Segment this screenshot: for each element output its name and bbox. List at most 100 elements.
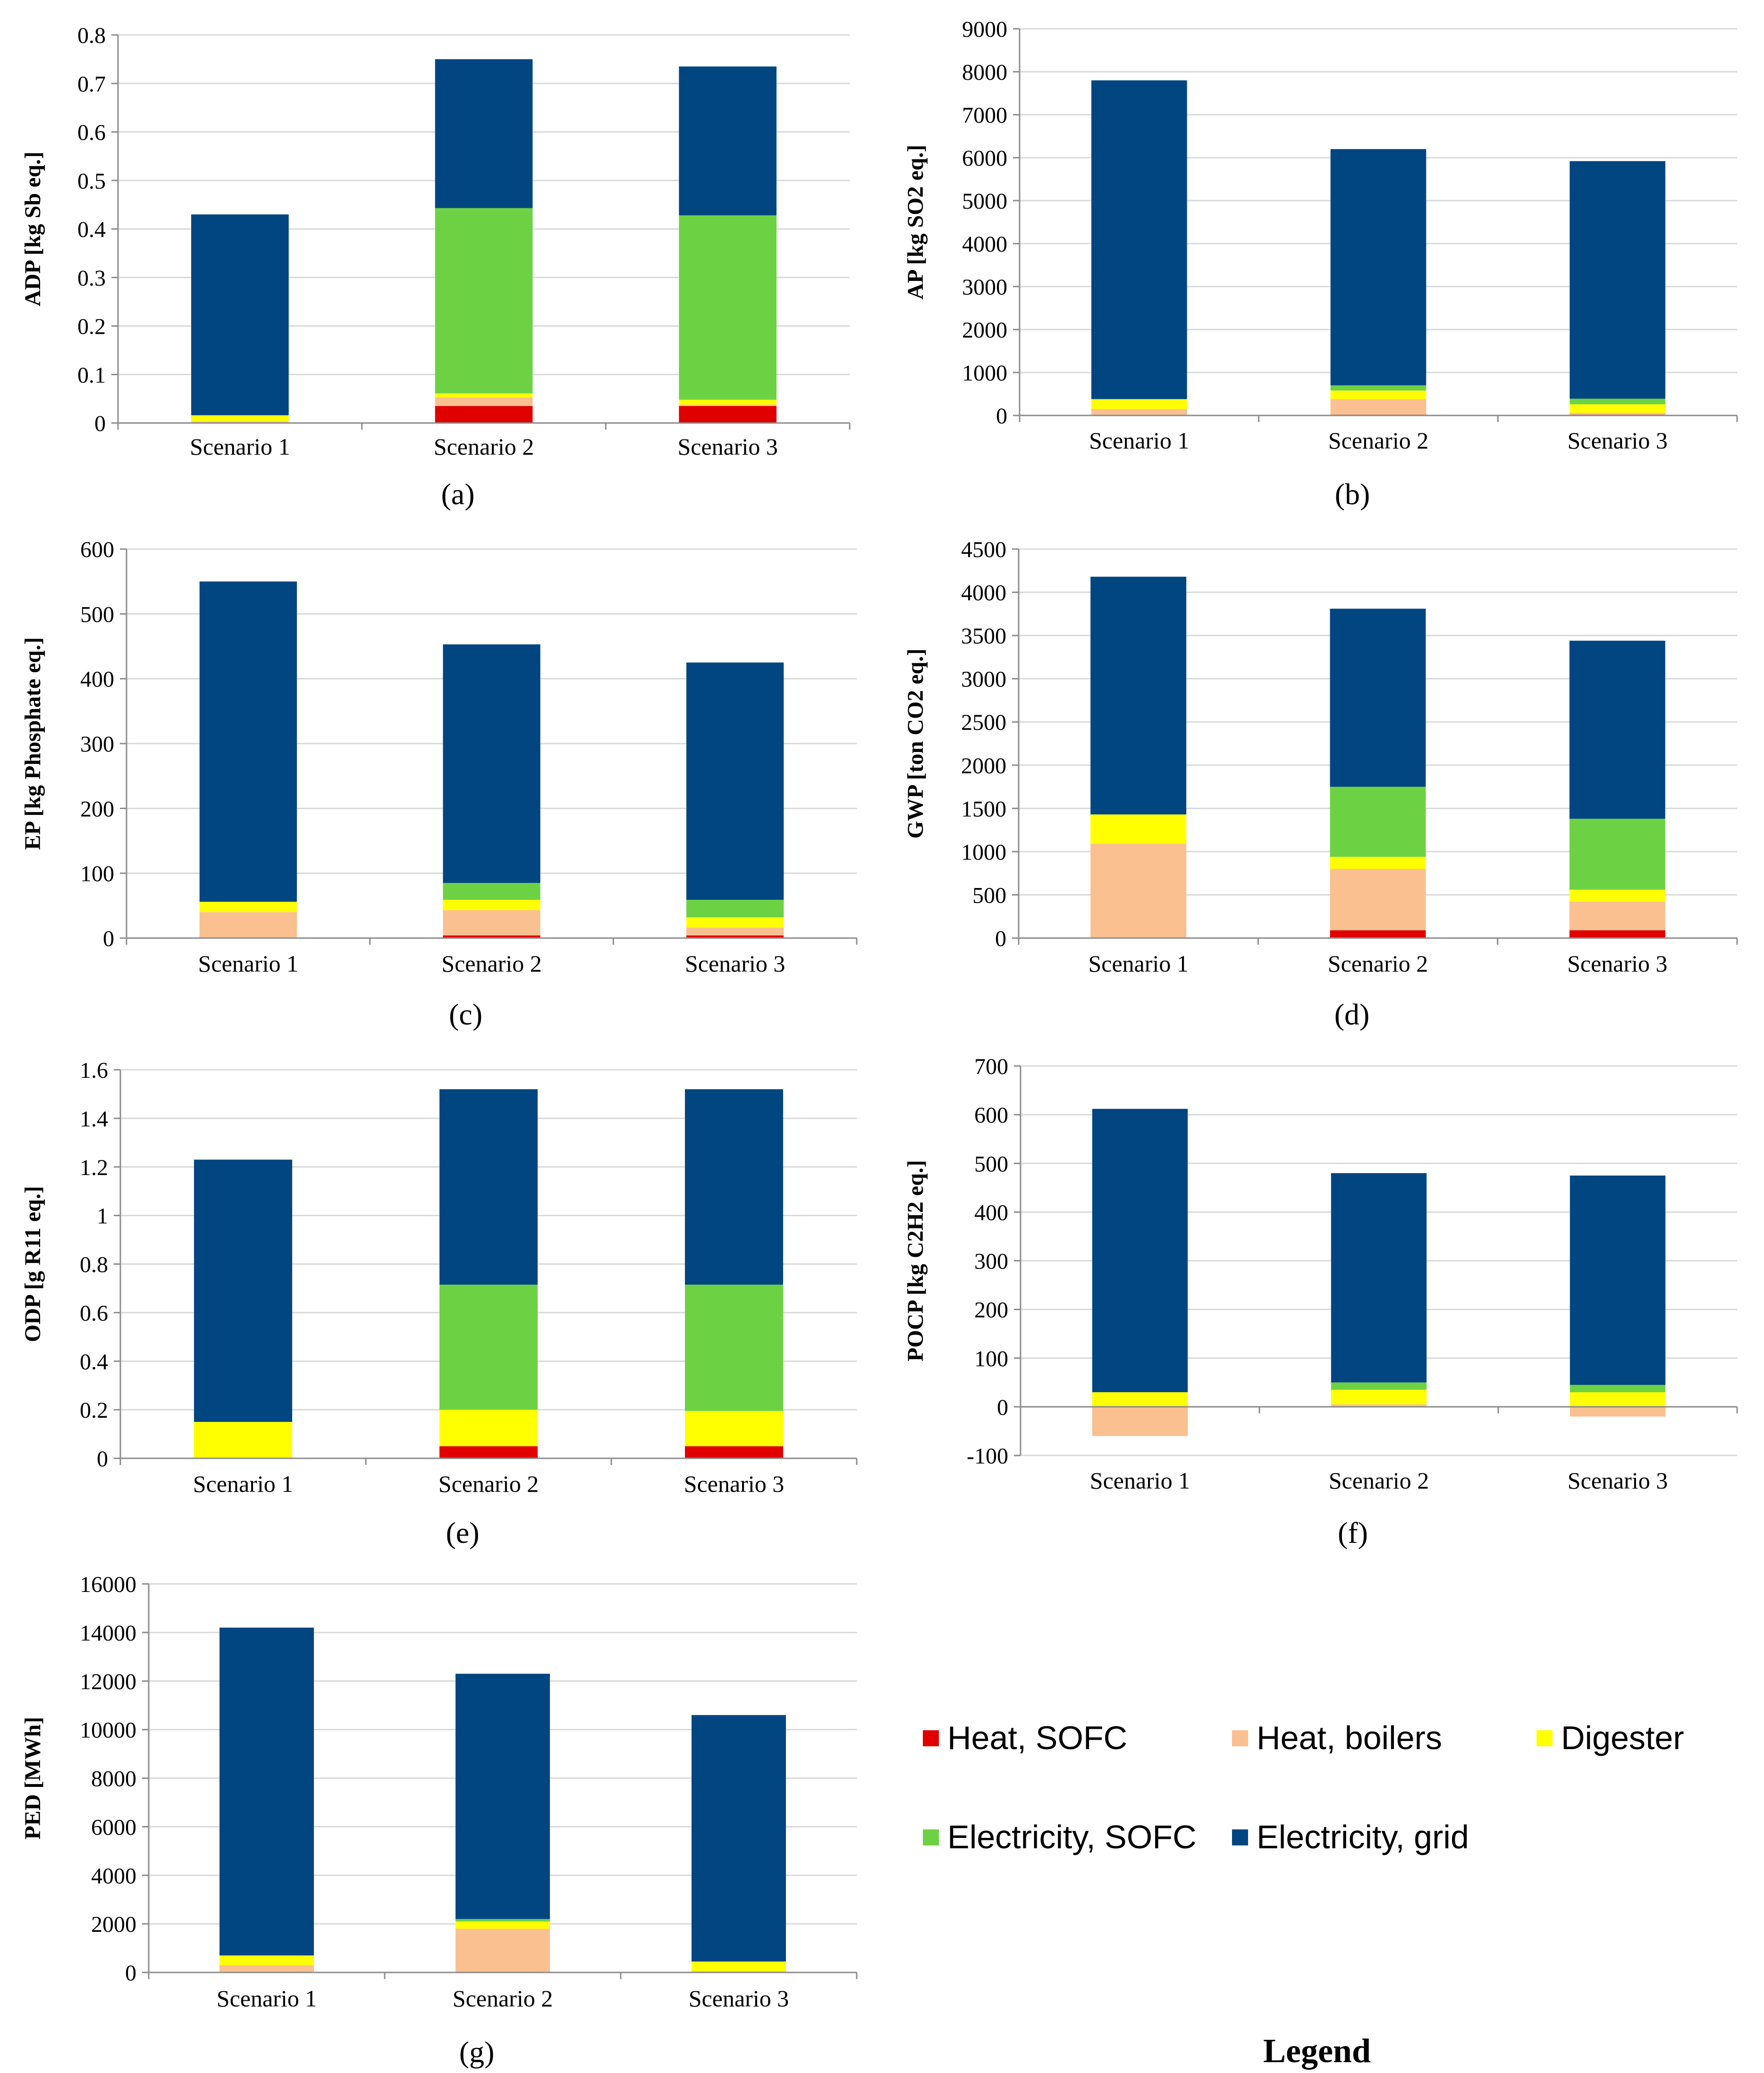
legend-label: Electricity, grid (1257, 1819, 1469, 1855)
bar-segment-elec-sofc-s3 (1570, 1385, 1666, 1392)
panel-label: (e) (446, 1516, 479, 1549)
bar-segment-elec-grid-s2 (435, 59, 533, 208)
bar-segment-digester-s2 (1331, 1389, 1427, 1405)
bar-segment-heat-boilers-s2 (1330, 399, 1426, 415)
y-tick-label: 0 (997, 1395, 1008, 1420)
category-label: Scenario 1 (1089, 427, 1189, 454)
panel-label: (b) (1335, 477, 1370, 511)
bar-segment-heat-sofc-s3 (686, 935, 784, 938)
bar-segment-elec-grid-s3 (1570, 1176, 1666, 1385)
bar-segment-elec-grid-s2 (1331, 1173, 1427, 1383)
bar-segment-heat-boilers-s1 (191, 421, 289, 423)
y-tick-label: 2000 (91, 1912, 136, 1937)
category-label: Scenario 3 (689, 1985, 789, 2012)
bar-segment-digester-s2 (435, 393, 533, 398)
y-tick-label: 1000 (961, 840, 1006, 865)
y-tick-label: 1 (97, 1204, 108, 1229)
y-tick-label: 0.5 (77, 169, 106, 194)
bar-segment-digester-s2 (443, 899, 540, 910)
y-tick-label: 3000 (962, 275, 1007, 300)
y-tick-label: 6000 (962, 146, 1007, 171)
y-tick-label: 3000 (961, 667, 1006, 692)
y-axis-title: ODP [g R11 eq.] (20, 1186, 45, 1342)
bar-segment-elec-grid-s3 (1569, 641, 1665, 819)
y-tick-label: 0.2 (77, 314, 106, 339)
bar-segment-digester-s3 (686, 917, 784, 928)
bar-segment-digester-s1 (194, 1421, 292, 1458)
legend-item-heat-sofc: Heat, SOFC (923, 1719, 1127, 1756)
y-tick-label: 600 (80, 537, 114, 562)
bar-segment-heat-sofc-s3 (685, 1446, 783, 1458)
bar-segment-elec-grid-s2 (1330, 149, 1426, 386)
bar-segment-heat-boilers-s2 (443, 910, 540, 936)
bar-segment-elec-grid-s1 (199, 581, 297, 902)
y-tick-label: 4000 (961, 581, 1006, 606)
bar-segment-elec-grid-s3 (1570, 161, 1665, 399)
bar-segment-elec-sofc-s2 (1330, 787, 1426, 857)
y-tick-label: 8000 (962, 60, 1007, 85)
y-tick-label: 0.6 (80, 1301, 108, 1326)
y-tick-label: 1.2 (80, 1155, 108, 1180)
bar-segment-heat-sofc-s3 (1569, 930, 1665, 938)
chart-1: 0 0.1 0.2 0.3 0.4 0.5 0.6 0.7 0.8 Scenario 1 Scena… (20, 23, 851, 511)
legend-item-elec-grid: Electricity, grid (1232, 1819, 1469, 1855)
legend-item-heat-boilers: Heat, boilers (1232, 1719, 1442, 1756)
y-tick-label: 600 (974, 1103, 1008, 1128)
bar-segment-heat-boilers-s1 (1091, 409, 1187, 415)
category-label: Scenario 2 (1328, 427, 1428, 454)
y-tick-label: 500 (80, 602, 114, 627)
bar-segment-elec-sofc-s2 (456, 1919, 550, 1921)
y-tick-label: 0 (97, 1447, 108, 1472)
y-tick-label: 200 (974, 1298, 1008, 1323)
y-tick-label: 4000 (91, 1863, 136, 1888)
bar-segment-digester-s1 (1092, 1392, 1188, 1407)
bar-segment-heat-boilers-s1 (1090, 844, 1187, 938)
bar-segment-elec-sofc-s2 (1331, 1382, 1427, 1390)
bar-segment-elec-sofc-s3 (685, 1285, 783, 1411)
y-tick-label: 16000 (80, 1572, 136, 1597)
bar-segment-digester-s2 (1330, 856, 1426, 869)
bar-segment-heat-sofc-s2 (443, 935, 540, 938)
legend-swatch-heat-sofc (923, 1730, 939, 1746)
category-label: Scenario 3 (1567, 427, 1667, 454)
bar-segment-heat-sofc-s2 (435, 406, 533, 423)
bar-segment-elec-sofc-s3 (1570, 398, 1665, 405)
y-tick-label: 300 (974, 1249, 1008, 1274)
legend-item-digester: Digester (1536, 1719, 1684, 1756)
legend-label: Electricity, SOFC (947, 1819, 1197, 1855)
bar-segment-digester-s3 (1570, 404, 1665, 413)
bar-segment-elec-grid-s1 (1091, 80, 1187, 399)
bar-segment-heat-boilers-s1 (219, 1965, 314, 1972)
bar-segment-heat-boilers-s3 (1570, 1406, 1666, 1417)
category-label: Scenario 2 (439, 1471, 539, 1497)
bar-segment-digester-s1 (191, 415, 289, 422)
category-label: Scenario 2 (441, 950, 541, 977)
panel-label: (g) (459, 2035, 495, 2069)
y-tick-label: 0.2 (80, 1398, 108, 1423)
category-label: Scenario 1 (1090, 1467, 1190, 1494)
y-tick-label: 8000 (91, 1767, 136, 1792)
panel-label: (c) (449, 998, 482, 1031)
y-tick-label: 14000 (80, 1621, 136, 1646)
y-tick-label: 0 (125, 1961, 136, 1986)
category-label: Scenario 3 (1567, 950, 1667, 977)
legend-item-elec-sofc: Electricity, SOFC (923, 1819, 1197, 1855)
y-axis-title: POCP [kg C2H2 eq.] (903, 1160, 928, 1362)
bar-segment-elec-grid-s3 (679, 66, 776, 216)
bar-segment-heat-boilers-s3 (686, 928, 784, 936)
bar-segment-digester-s2 (1330, 390, 1426, 399)
y-axis-title: EP [kg Phosphate eq.] (20, 637, 45, 850)
bar-segment-heat-boilers-s3 (1570, 413, 1665, 415)
bar-segment-heat-boilers-s2 (1331, 1404, 1427, 1407)
y-tick-label: 500 (972, 883, 1006, 908)
bar-segment-digester-s1 (1091, 399, 1187, 409)
category-label: Scenario 3 (677, 433, 777, 460)
bar-segment-elec-grid-s2 (456, 1674, 550, 1919)
y-tick-label: 2000 (961, 753, 1006, 778)
y-tick-label: 9000 (962, 17, 1007, 42)
y-tick-label: 700 (974, 1054, 1008, 1079)
bar-segment-elec-grid-s1 (1092, 1108, 1188, 1392)
legend-label: Heat, boilers (1257, 1719, 1442, 1756)
y-tick-label: 0.7 (77, 72, 106, 97)
